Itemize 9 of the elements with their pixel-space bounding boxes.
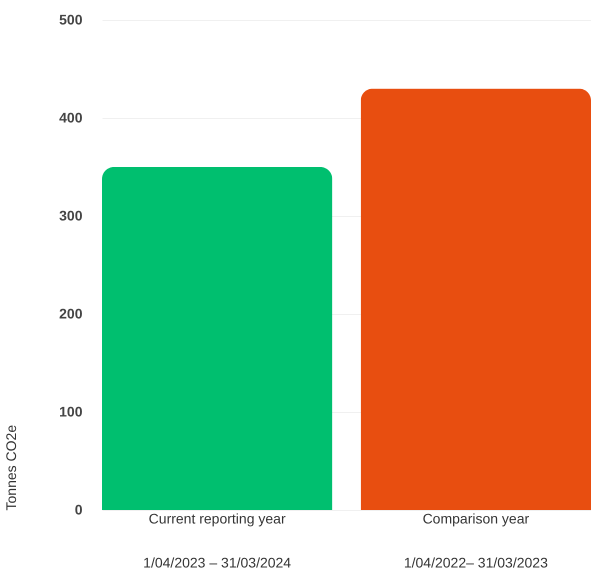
y-tick-label: 0 <box>74 502 83 518</box>
category-label: Comparison year 1/04/2022– 31/03/2023 <box>404 510 548 570</box>
y-axis-title: Tonnes CO2e <box>3 424 20 510</box>
category-label: Current reporting year 1/04/2023 – 31/03/2024 <box>143 510 292 570</box>
y-tick-label: 100 <box>59 404 83 420</box>
y-tick-label: 200 <box>59 306 83 322</box>
y-tick-label: 300 <box>59 208 83 224</box>
y-tick-label: 500 <box>59 12 83 28</box>
y-tick-label: 400 <box>59 110 83 126</box>
